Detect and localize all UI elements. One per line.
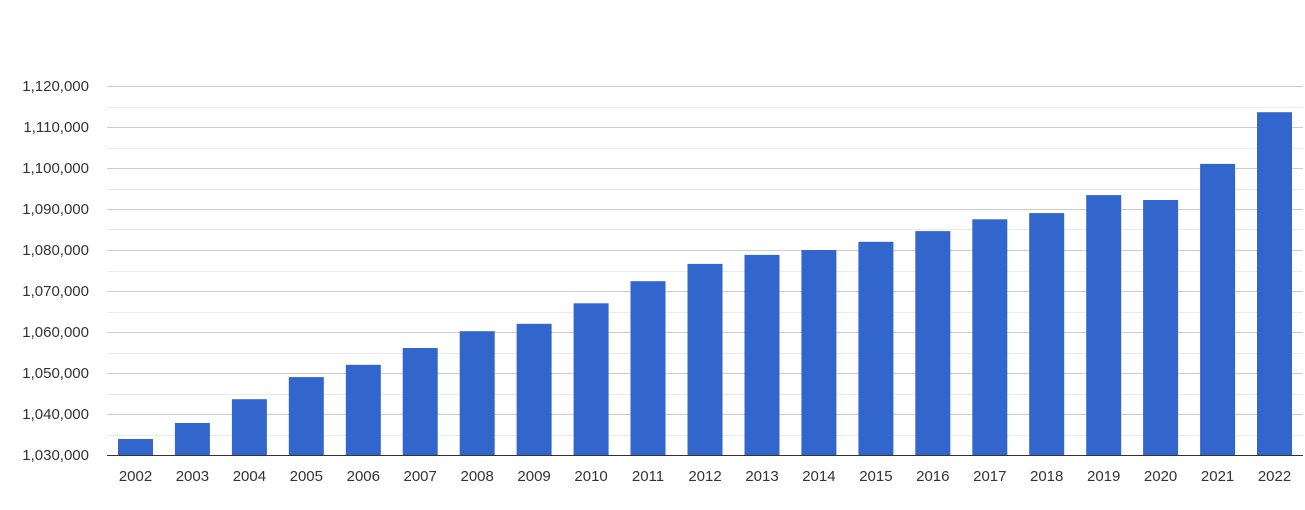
bar-2018 bbox=[1029, 213, 1065, 455]
x-tick-label: 2007 bbox=[404, 468, 437, 485]
bar-2017 bbox=[972, 219, 1008, 455]
x-tick-label: 2016 bbox=[916, 468, 949, 485]
bar-2021 bbox=[1200, 163, 1236, 455]
bar-2008 bbox=[459, 331, 495, 455]
y-tick-label: 1,100,000 bbox=[22, 160, 89, 177]
bar-2015 bbox=[858, 241, 894, 455]
y-tick-label: 1,080,000 bbox=[22, 242, 89, 259]
bar-2009 bbox=[516, 323, 552, 455]
x-tick-label: 2002 bbox=[119, 468, 152, 485]
y-tick-label: 1,120,000 bbox=[22, 78, 89, 95]
y-tick-label: 1,090,000 bbox=[22, 201, 89, 218]
bar-2011 bbox=[630, 281, 666, 455]
bar-2014 bbox=[801, 250, 837, 455]
bar-2016 bbox=[915, 231, 951, 455]
y-tick-label: 1,040,000 bbox=[22, 406, 89, 423]
bar-2003 bbox=[174, 423, 210, 455]
x-axis-tick-labels: 2002 2003 2004 2005 2006 2007 2008 2009 2010 2011… bbox=[119, 468, 1291, 485]
y-tick-label: 1,060,000 bbox=[22, 324, 89, 341]
x-tick-label: 2008 bbox=[461, 468, 494, 485]
y-axis-tick-labels: 1,030,000 1,040,000 1,050,000 1,060,000 1,07… bbox=[22, 78, 89, 464]
x-tick-label: 2012 bbox=[688, 468, 721, 485]
bar-2002 bbox=[118, 439, 153, 455]
x-tick-label: 2011 bbox=[632, 468, 664, 485]
x-tick-label: 2003 bbox=[176, 468, 209, 485]
x-tick-label: 2014 bbox=[802, 468, 835, 485]
y-tick-label: 1,110,000 bbox=[23, 119, 89, 136]
bar-2006 bbox=[345, 364, 381, 455]
x-tick-label: 2022 bbox=[1258, 468, 1291, 485]
x-tick-label: 2017 bbox=[973, 468, 1006, 485]
y-tick-label: 1,050,000 bbox=[22, 365, 89, 382]
x-tick-label: 2018 bbox=[1030, 468, 1063, 485]
bar-2004 bbox=[231, 399, 267, 455]
bar-2012 bbox=[687, 263, 723, 455]
y-tick-label: 1,030,000 bbox=[22, 447, 89, 464]
bar-2020 bbox=[1143, 200, 1179, 455]
bar-2022 bbox=[1257, 112, 1292, 455]
x-tick-label: 2006 bbox=[347, 468, 380, 485]
bar-2007 bbox=[402, 348, 438, 455]
x-tick-label: 2009 bbox=[517, 468, 550, 485]
x-tick-label: 2010 bbox=[574, 468, 607, 485]
x-tick-label: 2004 bbox=[233, 468, 266, 485]
x-tick-label: 2020 bbox=[1144, 468, 1177, 485]
bars bbox=[118, 112, 1292, 455]
bar-2005 bbox=[288, 377, 324, 455]
y-tick-label: 1,070,000 bbox=[22, 283, 89, 300]
bar-2013 bbox=[744, 254, 780, 455]
bar-2019 bbox=[1086, 195, 1122, 455]
x-tick-label: 2013 bbox=[745, 468, 778, 485]
x-tick-label: 2021 bbox=[1201, 468, 1234, 485]
bar-2010 bbox=[573, 303, 609, 455]
x-tick-label: 2005 bbox=[290, 468, 323, 485]
x-tick-label: 2015 bbox=[859, 468, 892, 485]
x-tick-label: 2019 bbox=[1087, 468, 1120, 485]
